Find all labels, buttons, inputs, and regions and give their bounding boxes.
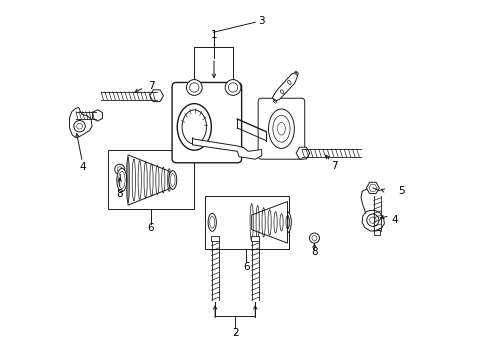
Ellipse shape [117, 168, 126, 192]
Polygon shape [251, 202, 287, 243]
Ellipse shape [268, 109, 294, 148]
Circle shape [186, 80, 202, 95]
Ellipse shape [282, 212, 291, 233]
Bar [211, 236, 219, 241]
Polygon shape [69, 108, 92, 138]
Polygon shape [362, 211, 384, 231]
Circle shape [224, 80, 241, 95]
Polygon shape [128, 155, 169, 205]
Bar [251, 236, 259, 241]
Text: 3: 3 [258, 17, 264, 27]
Ellipse shape [168, 171, 176, 189]
Text: 5: 5 [397, 186, 404, 197]
Text: 8: 8 [310, 247, 317, 257]
Ellipse shape [208, 213, 216, 231]
Text: 7: 7 [148, 81, 154, 91]
Circle shape [366, 214, 378, 226]
Text: 6: 6 [243, 262, 249, 272]
Text: 1: 1 [210, 30, 217, 40]
Polygon shape [192, 138, 261, 159]
Text: 4: 4 [79, 162, 85, 172]
Bar [373, 230, 379, 234]
Ellipse shape [177, 104, 211, 150]
Circle shape [74, 121, 85, 132]
Text: 8: 8 [116, 189, 123, 199]
Text: 6: 6 [147, 224, 154, 233]
Text: 4: 4 [390, 215, 397, 225]
Polygon shape [272, 72, 297, 101]
Text: 2: 2 [231, 328, 238, 338]
Text: 7: 7 [330, 161, 337, 171]
Circle shape [115, 164, 124, 174]
FancyBboxPatch shape [172, 82, 241, 163]
Circle shape [309, 233, 319, 243]
FancyBboxPatch shape [258, 98, 304, 159]
